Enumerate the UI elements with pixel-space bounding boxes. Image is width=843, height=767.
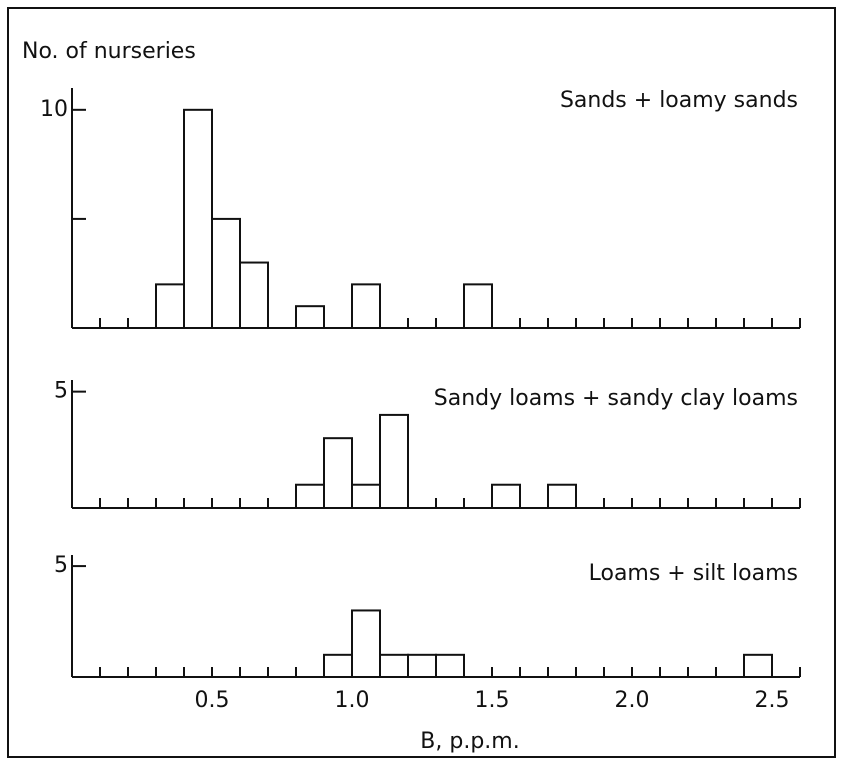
x-tick-label: 2.0 xyxy=(615,688,650,713)
x-tick-label: 2.5 xyxy=(755,688,790,713)
frame xyxy=(7,7,836,758)
bar xyxy=(379,413,409,509)
bar xyxy=(295,483,325,509)
bar xyxy=(463,283,493,330)
bar xyxy=(379,653,409,678)
bar xyxy=(743,653,773,678)
bar xyxy=(407,653,437,678)
x-tick-label: 0.5 xyxy=(195,688,230,713)
bar xyxy=(295,305,325,330)
bar xyxy=(239,261,269,329)
y-tick-label: 10 xyxy=(40,97,68,122)
bar xyxy=(491,483,521,509)
panel-title: Loams + silt loams xyxy=(589,561,798,586)
bar xyxy=(351,483,381,509)
bar xyxy=(547,483,577,509)
x-tick-label: 1.5 xyxy=(475,688,510,713)
bar xyxy=(155,283,185,330)
x-tick-label: 1.0 xyxy=(335,688,370,713)
x-axis-label: B, p.p.m. xyxy=(420,729,519,754)
bar xyxy=(323,653,353,678)
bar xyxy=(323,437,353,510)
bar xyxy=(211,217,241,329)
bar xyxy=(351,609,381,678)
panel-title: Sands + loamy sands xyxy=(560,88,798,113)
bar xyxy=(351,283,381,330)
y-tick-label: 5 xyxy=(54,379,68,404)
bar xyxy=(435,653,465,678)
y-tick-label: 5 xyxy=(54,553,68,578)
bar xyxy=(183,108,213,330)
panel-title: Sandy loams + sandy clay loams xyxy=(434,386,798,411)
y-axis-label: No. of nurseries xyxy=(22,39,196,64)
